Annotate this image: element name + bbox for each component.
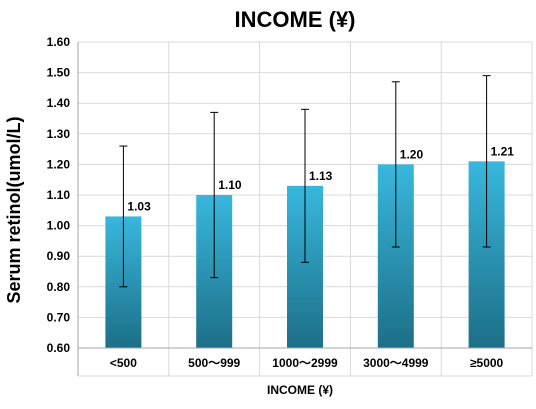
data-label: 1.20 bbox=[400, 147, 424, 161]
x-tick-label: 500～999 bbox=[188, 356, 240, 370]
y-tick-label: 1.10 bbox=[47, 188, 71, 202]
data-label: 1.03 bbox=[127, 199, 151, 213]
data-label: 1.10 bbox=[218, 178, 242, 192]
chart-title: INCOME (¥) bbox=[235, 7, 356, 32]
x-tick-label: ≥5000 bbox=[470, 356, 504, 370]
y-tick-label: 1.30 bbox=[47, 127, 71, 141]
y-tick-label: 1.00 bbox=[47, 219, 71, 233]
y-tick-label: 1.60 bbox=[47, 35, 71, 49]
y-tick-label: 1.20 bbox=[47, 157, 71, 171]
y-tick-label: 1.50 bbox=[47, 66, 71, 80]
x-tick-label: <500 bbox=[110, 356, 137, 370]
data-label: 1.13 bbox=[309, 169, 333, 183]
y-tick-label: 0.80 bbox=[47, 280, 71, 294]
value-label-layer: 1.03 1.10 1.13 1.20 1.21 bbox=[127, 144, 514, 213]
axis-layer: 0.60 0.70 0.80 0.90 1.00 1.10 1.20 1.30 1.40 1.50… bbox=[47, 35, 532, 377]
x-tick-label: 3000～4999 bbox=[363, 356, 429, 370]
y-tick-label: 0.70 bbox=[47, 310, 71, 324]
data-label: 1.21 bbox=[491, 144, 515, 158]
y-tick-label: 1.40 bbox=[47, 96, 71, 110]
error-layer bbox=[119, 75, 491, 288]
y-tick-label: 0.60 bbox=[47, 341, 71, 355]
x-axis-label: INCOME (¥) bbox=[267, 383, 333, 397]
x-tick-label: 1000～2999 bbox=[272, 356, 338, 370]
y-tick-label: 0.90 bbox=[47, 249, 71, 263]
y-axis-label: Serum retinol(umol/L) bbox=[4, 116, 24, 303]
